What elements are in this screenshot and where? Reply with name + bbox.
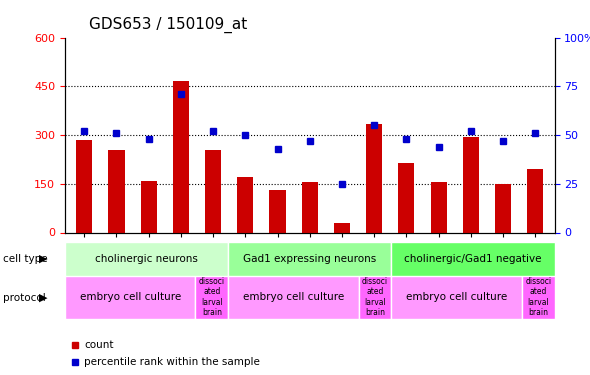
Bar: [76, 140, 92, 232]
FancyBboxPatch shape: [65, 276, 195, 319]
Text: Gad1 expressing neurons: Gad1 expressing neurons: [243, 254, 376, 264]
FancyBboxPatch shape: [195, 276, 228, 319]
Bar: [398, 163, 414, 232]
Bar: [301, 182, 318, 232]
Text: dissoci
ated
larval
brain: dissoci ated larval brain: [362, 277, 388, 317]
Text: protocol: protocol: [3, 293, 45, 303]
Bar: [173, 81, 189, 232]
Text: ▶: ▶: [39, 254, 47, 264]
Bar: [366, 124, 382, 232]
Bar: [109, 150, 124, 232]
Text: GDS653 / 150109_at: GDS653 / 150109_at: [90, 17, 248, 33]
FancyBboxPatch shape: [65, 242, 228, 276]
Bar: [237, 177, 253, 232]
Text: percentile rank within the sample: percentile rank within the sample: [84, 357, 260, 367]
FancyBboxPatch shape: [359, 276, 391, 319]
Text: cholinergic/Gad1 negative: cholinergic/Gad1 negative: [404, 254, 542, 264]
Bar: [431, 182, 447, 232]
Bar: [270, 190, 286, 232]
Bar: [140, 180, 157, 232]
Bar: [334, 223, 350, 232]
Bar: [495, 184, 511, 232]
FancyBboxPatch shape: [522, 276, 555, 319]
Bar: [205, 150, 221, 232]
Text: dissoci
ated
larval
brain: dissoci ated larval brain: [199, 277, 225, 317]
Bar: [463, 136, 479, 232]
FancyBboxPatch shape: [228, 242, 391, 276]
Text: cholinergic neurons: cholinergic neurons: [95, 254, 198, 264]
Text: ▶: ▶: [39, 293, 47, 303]
FancyBboxPatch shape: [228, 276, 359, 319]
Bar: [527, 169, 543, 232]
Text: dissoci
ated
larval
brain: dissoci ated larval brain: [525, 277, 551, 317]
FancyBboxPatch shape: [391, 276, 522, 319]
Text: cell type: cell type: [3, 254, 48, 264]
Text: count: count: [84, 340, 114, 350]
Text: embryo cell culture: embryo cell culture: [80, 292, 181, 302]
Text: embryo cell culture: embryo cell culture: [406, 292, 507, 302]
FancyBboxPatch shape: [391, 242, 555, 276]
Text: embryo cell culture: embryo cell culture: [243, 292, 344, 302]
